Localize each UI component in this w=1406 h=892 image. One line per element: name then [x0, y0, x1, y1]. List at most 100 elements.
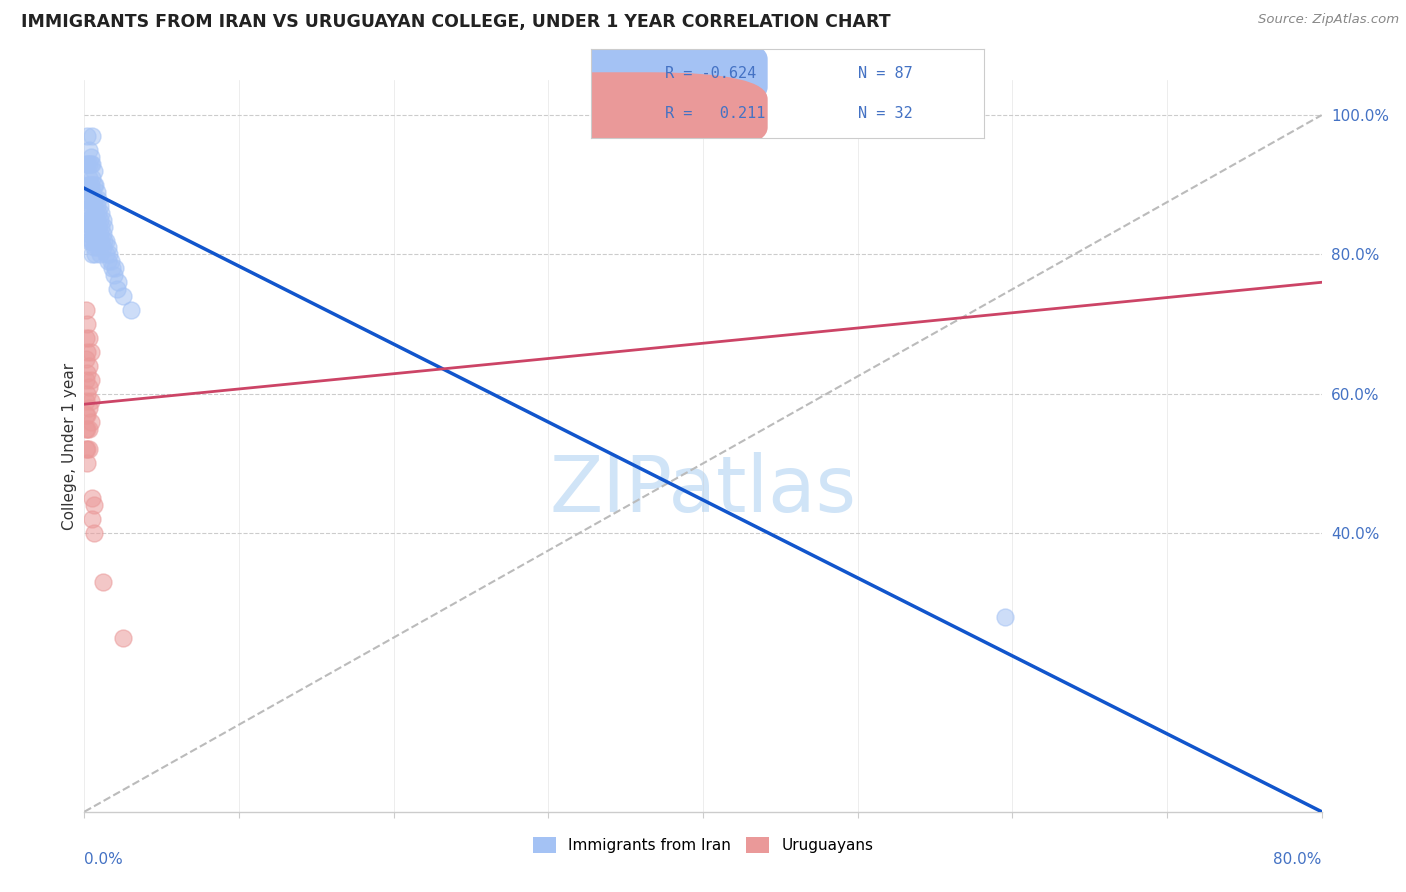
Point: [91, 212, 114, 227]
Point: [76, 157, 98, 171]
Point: [82, 247, 104, 261]
Point: [91, 240, 114, 254]
Point: [75, 408, 97, 422]
Point: [76, 345, 98, 359]
Point: [79, 415, 101, 429]
Point: [96, 240, 118, 254]
Point: [82, 234, 104, 248]
Legend: Immigrants from Iran, Uruguayans: Immigrants from Iran, Uruguayans: [527, 830, 879, 859]
Point: [79, 178, 101, 192]
Point: [77, 234, 100, 248]
Point: [79, 199, 101, 213]
Point: [89, 247, 111, 261]
Point: [89, 199, 111, 213]
Point: [77, 359, 100, 373]
Text: 80.0%: 80.0%: [1274, 852, 1322, 867]
Point: [86, 185, 108, 199]
Point: [77, 205, 100, 219]
Point: [79, 212, 101, 227]
Point: [86, 199, 108, 213]
Point: [82, 219, 104, 234]
Point: [91, 227, 114, 241]
Point: [76, 192, 98, 206]
Point: [75, 331, 97, 345]
Point: [76, 366, 98, 380]
Point: [90, 205, 112, 219]
Point: [75, 303, 97, 318]
Point: [75, 351, 97, 366]
Point: [76, 386, 98, 401]
Point: [77, 331, 100, 345]
Point: [100, 254, 122, 268]
Point: [84, 219, 107, 234]
Point: [93, 219, 115, 234]
Point: [83, 178, 105, 192]
Point: [91, 574, 114, 589]
Point: [87, 219, 110, 234]
Point: [75, 442, 97, 457]
Text: R =   0.211: R = 0.211: [665, 106, 766, 120]
Point: [76, 442, 98, 457]
Point: [83, 498, 105, 512]
Point: [96, 254, 118, 268]
Point: [77, 442, 100, 457]
FancyBboxPatch shape: [484, 72, 768, 154]
Point: [98, 247, 121, 261]
Point: [82, 199, 104, 213]
Point: [83, 199, 105, 213]
Point: [75, 393, 97, 408]
Point: [84, 234, 107, 248]
Point: [77, 170, 100, 185]
Point: [77, 421, 100, 435]
Point: [77, 178, 100, 192]
Point: [79, 219, 101, 234]
Point: [89, 212, 111, 227]
Point: [77, 192, 100, 206]
Point: [76, 408, 98, 422]
Point: [101, 261, 124, 276]
Text: N = 87: N = 87: [858, 66, 912, 80]
Point: [82, 170, 104, 185]
Point: [77, 143, 100, 157]
Point: [83, 212, 105, 227]
Point: [120, 303, 142, 318]
Point: [76, 421, 98, 435]
Point: [75, 192, 97, 206]
Point: [79, 185, 101, 199]
Y-axis label: College, Under 1 year: College, Under 1 year: [62, 362, 77, 530]
Point: [76, 219, 98, 234]
Point: [79, 393, 101, 408]
Point: [89, 227, 111, 241]
Point: [90, 234, 112, 248]
Point: [83, 227, 105, 241]
Point: [76, 317, 98, 331]
Point: [112, 289, 135, 303]
Point: [82, 157, 104, 171]
Point: [82, 185, 104, 199]
Point: [75, 373, 97, 387]
Point: [84, 178, 107, 192]
Point: [86, 212, 108, 227]
Point: [77, 212, 100, 227]
Point: [82, 212, 104, 227]
Point: [86, 240, 108, 254]
Point: [112, 631, 135, 645]
Point: [83, 526, 105, 541]
Text: R = -0.624: R = -0.624: [665, 66, 756, 80]
Point: [94, 247, 117, 261]
Point: [87, 234, 110, 248]
Point: [77, 157, 100, 171]
FancyBboxPatch shape: [484, 32, 768, 114]
Point: [104, 261, 127, 276]
Point: [84, 227, 107, 241]
Point: [82, 512, 104, 526]
Point: [86, 227, 108, 241]
Point: [76, 128, 98, 143]
Point: [79, 345, 101, 359]
Point: [77, 380, 100, 394]
Point: [76, 178, 98, 192]
Point: [107, 275, 129, 289]
Point: [84, 192, 107, 206]
Point: [83, 192, 105, 206]
Point: [84, 205, 107, 219]
